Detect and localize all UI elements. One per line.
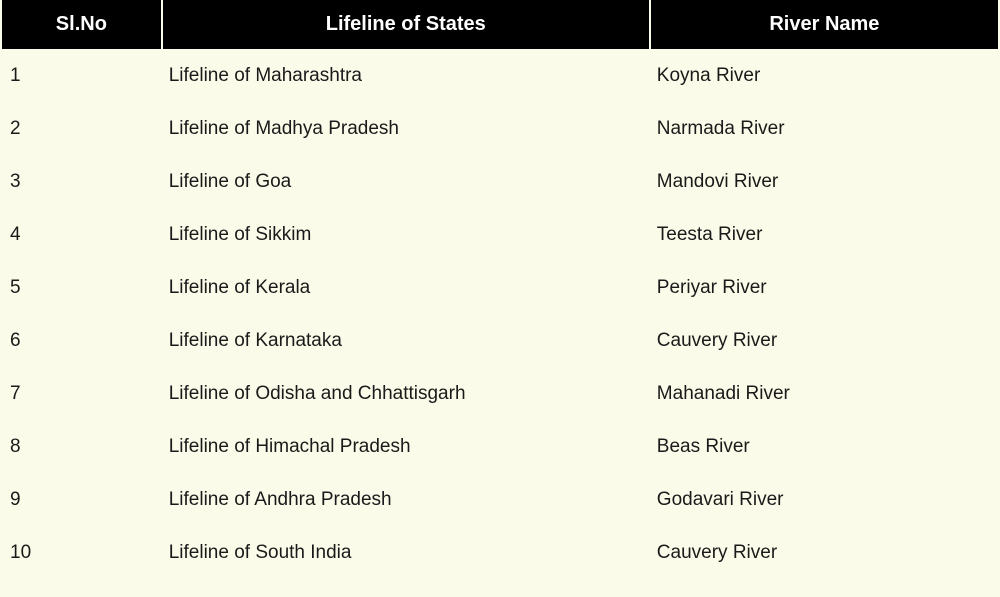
- cell-slno: 6: [2, 314, 161, 367]
- cell-slno: 5: [2, 261, 161, 314]
- table-header: Sl.No Lifeline of States River Name: [2, 0, 998, 49]
- lifeline-table: Sl.No Lifeline of States River Name 1 Li…: [0, 0, 1000, 579]
- cell-lifeline: Lifeline of Kerala: [163, 261, 649, 314]
- cell-lifeline: Lifeline of Himachal Pradesh: [163, 420, 649, 473]
- cell-river: Godavari River: [651, 473, 998, 526]
- cell-lifeline: Lifeline of Goa: [163, 155, 649, 208]
- table-row: 1 Lifeline of Maharashtra Koyna River: [2, 49, 998, 102]
- col-header-slno: Sl.No: [2, 0, 161, 49]
- cell-lifeline: Lifeline of Andhra Pradesh: [163, 473, 649, 526]
- cell-river: Mahanadi River: [651, 367, 998, 420]
- table-row: 10 Lifeline of South India Cauvery River: [2, 526, 998, 579]
- cell-lifeline: Lifeline of Sikkim: [163, 208, 649, 261]
- table-row: 8 Lifeline of Himachal Pradesh Beas Rive…: [2, 420, 998, 473]
- cell-slno: 8: [2, 420, 161, 473]
- table-row: 2 Lifeline of Madhya Pradesh Narmada Riv…: [2, 102, 998, 155]
- cell-river: Cauvery River: [651, 526, 998, 579]
- cell-slno: 2: [2, 102, 161, 155]
- table-row: 7 Lifeline of Odisha and Chhattisgarh Ma…: [2, 367, 998, 420]
- table-row: 6 Lifeline of Karnataka Cauvery River: [2, 314, 998, 367]
- cell-lifeline: Lifeline of Madhya Pradesh: [163, 102, 649, 155]
- cell-river: Narmada River: [651, 102, 998, 155]
- cell-slno: 9: [2, 473, 161, 526]
- cell-lifeline: Lifeline of Odisha and Chhattisgarh: [163, 367, 649, 420]
- cell-slno: 4: [2, 208, 161, 261]
- table-row: 4 Lifeline of Sikkim Teesta River: [2, 208, 998, 261]
- cell-slno: 10: [2, 526, 161, 579]
- cell-slno: 1: [2, 49, 161, 102]
- cell-river: Mandovi River: [651, 155, 998, 208]
- cell-river: Beas River: [651, 420, 998, 473]
- table-row: 9 Lifeline of Andhra Pradesh Godavari Ri…: [2, 473, 998, 526]
- col-header-lifeline: Lifeline of States: [163, 0, 649, 49]
- table-header-row: Sl.No Lifeline of States River Name: [2, 0, 998, 49]
- cell-slno: 3: [2, 155, 161, 208]
- cell-river: Cauvery River: [651, 314, 998, 367]
- cell-lifeline: Lifeline of Maharashtra: [163, 49, 649, 102]
- table-row: 3 Lifeline of Goa Mandovi River: [2, 155, 998, 208]
- cell-river: Periyar River: [651, 261, 998, 314]
- cell-river: Koyna River: [651, 49, 998, 102]
- table-row: 5 Lifeline of Kerala Periyar River: [2, 261, 998, 314]
- col-header-river: River Name: [651, 0, 998, 49]
- cell-lifeline: Lifeline of Karnataka: [163, 314, 649, 367]
- cell-river: Teesta River: [651, 208, 998, 261]
- cell-slno: 7: [2, 367, 161, 420]
- table-body: 1 Lifeline of Maharashtra Koyna River 2 …: [2, 49, 998, 579]
- cell-lifeline: Lifeline of South India: [163, 526, 649, 579]
